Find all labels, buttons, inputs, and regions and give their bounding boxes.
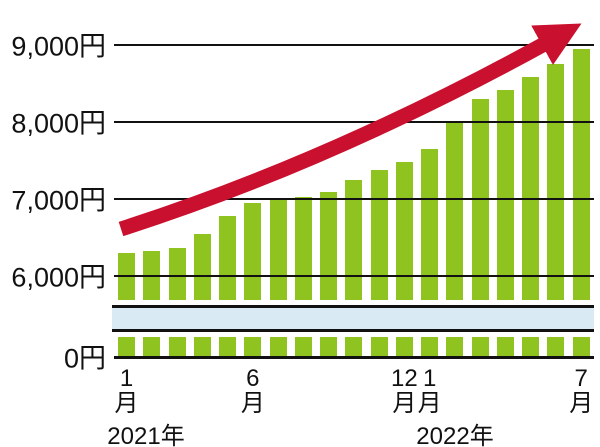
x-axis-tick-label: 12 月 — [391, 365, 418, 418]
x-axis-tick-label: 7 月 — [569, 365, 594, 418]
gridline — [114, 121, 594, 123]
bar — [547, 64, 565, 357]
x-axis-tick-label: 1 月 — [417, 365, 442, 418]
gridline — [114, 44, 594, 46]
y-axis-tick-label: 9,000円 — [11, 31, 106, 62]
y-axis-tick-label: 7,000円 — [11, 185, 106, 216]
x-axis-tick-label: 6 月 — [240, 365, 265, 418]
bar — [572, 48, 590, 357]
bar — [193, 233, 211, 357]
year-label: 2022年 — [416, 423, 494, 447]
y-axis-tick-label: 6,000円 — [11, 262, 106, 293]
y-axis-tick-label: 0円 — [63, 343, 106, 374]
year-label: 2021年 — [107, 423, 185, 447]
y-axis-tick-label: 8,000円 — [11, 108, 106, 139]
x-axis-tick-label: 1 月 — [114, 365, 139, 418]
gridline — [114, 275, 594, 277]
axis-break-band — [112, 305, 594, 332]
gridline — [114, 198, 594, 200]
x-axis-line — [114, 356, 594, 359]
